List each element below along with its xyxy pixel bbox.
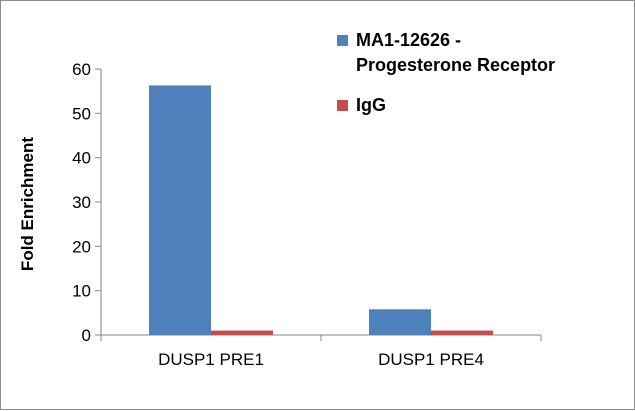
- y-tick-label: 10: [72, 282, 91, 301]
- legend: MA1-12626 - Progesterone Receptor IgG: [337, 30, 555, 115]
- legend-label: IgG: [356, 95, 386, 115]
- legend-swatch: [337, 35, 348, 46]
- bars: [149, 85, 493, 335]
- y-axis-label: Fold Enrichment: [18, 137, 37, 271]
- y-tick-label: 60: [72, 60, 91, 79]
- legend-label: Progesterone Receptor: [356, 55, 555, 75]
- y-tick-label: 30: [72, 193, 91, 212]
- bar: [369, 309, 431, 335]
- bar: [149, 85, 211, 335]
- y-tick-label: 20: [72, 237, 91, 256]
- y-tick-label: 50: [72, 104, 91, 123]
- tick-labels: 0 10 20 30 40 50 60 DUSP1 PRE1 DUSP1 PRE4: [72, 60, 484, 369]
- legend-label: MA1-12626 -: [356, 30, 461, 50]
- bar: [211, 330, 273, 335]
- bar: [431, 330, 493, 335]
- y-tick-label: 40: [72, 149, 91, 168]
- legend-swatch: [337, 100, 348, 111]
- x-tick-label: DUSP1 PRE1: [158, 350, 264, 369]
- y-tick-label: 0: [82, 326, 91, 345]
- x-tick-label: DUSP1 PRE4: [378, 350, 484, 369]
